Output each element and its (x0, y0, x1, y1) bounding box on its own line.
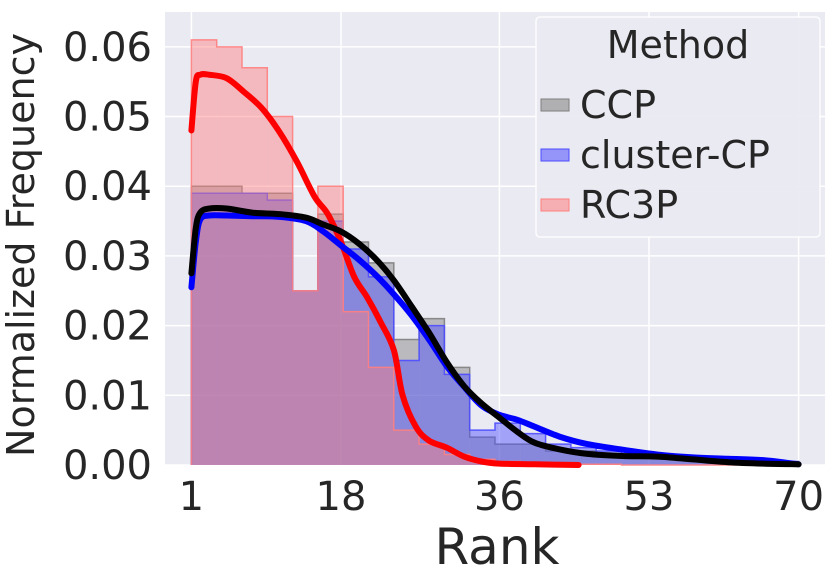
bar-CCP-2 (242, 193, 268, 465)
x-axis-ticks: 1 18 36 53 70 (179, 474, 824, 520)
y-tick-label-3: 0.03 (63, 234, 152, 280)
legend: Method CCP cluster-CP RC3P (535, 16, 821, 238)
kde-line-CCP (188, 205, 802, 468)
bar-cluster-CP-1 (216, 193, 242, 465)
y-axis-ticks: 0.00 0.01 0.02 0.03 0.04 0.05 0.06 (63, 25, 152, 489)
legend-label-cluster-CP: cluster-CP (580, 133, 770, 177)
bar-cluster-CP-4 (292, 290, 318, 465)
x-tick-label-4: 70 (773, 474, 824, 520)
legend-swatch-CCP (540, 98, 570, 112)
x-tick-label-1: 18 (316, 474, 367, 520)
y-tick-label-0: 0.00 (63, 443, 152, 489)
bar-cluster-CP-17 (621, 454, 647, 465)
hist-cluster-CP (190, 192, 800, 465)
bar-RC3P-1 (216, 46, 242, 465)
bar-CCP-16 (596, 454, 622, 465)
x-tick-label-3: 53 (624, 474, 675, 520)
bar-CCP-7 (368, 262, 394, 465)
bar-RC3P-10 (444, 454, 470, 465)
legend-label-RC3P: RC3P (580, 183, 678, 227)
x-axis-title: Rank (435, 518, 560, 569)
bar-RC3P-6 (343, 311, 369, 465)
legend-entries: CCP cluster-CP RC3P (540, 83, 770, 227)
bar-CCP-3 (267, 193, 293, 465)
bar-cluster-CP-2 (242, 193, 268, 465)
bar-CCP-13 (520, 444, 546, 465)
legend-box (535, 16, 821, 238)
bar-RC3P-2 (242, 67, 268, 465)
kde-line-RC3P (188, 71, 582, 468)
y-tick-label-4: 0.04 (63, 164, 152, 210)
bar-CCP-18 (646, 458, 673, 465)
legend-title: Method (607, 23, 750, 67)
x-tick-label-0: 1 (179, 474, 204, 520)
bar-CCP-4 (292, 290, 318, 465)
y-tick-label-6: 0.06 (63, 25, 152, 71)
bar-CCP-14 (545, 451, 571, 465)
y-tick-label-2: 0.02 (63, 304, 152, 350)
bar-RC3P-7 (368, 367, 394, 465)
kde-line-cluster-CP (188, 212, 802, 468)
bar-cluster-CP-3 (267, 200, 293, 465)
y-tick-label-5: 0.05 (63, 95, 152, 141)
bar-RC3P-8 (393, 430, 420, 465)
bar-cluster-CP-18 (646, 454, 673, 465)
bar-RC3P-4 (292, 290, 318, 465)
x-tick-label-2: 36 (474, 474, 525, 520)
bar-CCP-19 (672, 459, 698, 465)
bar-CCP-17 (621, 456, 647, 465)
legend-swatch-cluster-CP (540, 148, 570, 162)
histogram-bars (190, 39, 800, 466)
bar-CCP-12 (495, 444, 521, 465)
bar-CCP-1 (216, 186, 242, 465)
y-axis-title: Normalized Frequency (0, 33, 43, 457)
legend-swatch-RC3P (540, 198, 570, 212)
hist-CCP (190, 185, 800, 466)
bar-RC3P-9 (419, 444, 445, 465)
y-tick-label-1: 0.01 (63, 373, 152, 419)
bar-CCP-5 (317, 214, 344, 465)
bar-cluster-CP-5 (317, 221, 344, 465)
bar-RC3P-3 (267, 116, 293, 466)
legend-label-CCP: CCP (580, 83, 656, 127)
density-curves (188, 71, 802, 468)
